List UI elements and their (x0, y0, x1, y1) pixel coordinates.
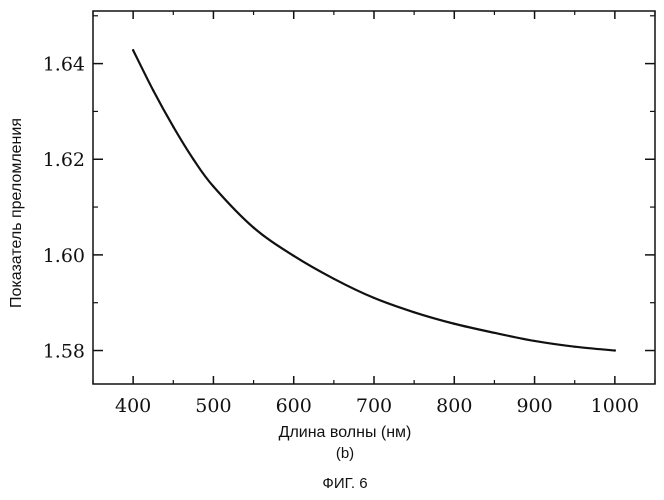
x-axis-title: Длина волны (нм) (279, 424, 412, 441)
x-tick-label: 400 (115, 395, 151, 417)
y-axis-ticks: 1.58 1.60 1.62 1.64 (43, 16, 655, 363)
data-point (252, 227, 254, 229)
data-point (293, 255, 295, 257)
y-tick-label: 1.62 (43, 149, 85, 171)
x-tick-label: 800 (436, 395, 472, 417)
y-axis-title: Показатель преломления (8, 118, 25, 308)
data-point (493, 332, 495, 334)
x-tick-label: 600 (276, 395, 312, 417)
y-tick-label: 1.60 (43, 245, 85, 267)
data-point (212, 185, 214, 187)
x-tick-label: 900 (516, 395, 552, 417)
x-tick-label: 1000 (591, 395, 639, 417)
data-point (574, 346, 576, 348)
data-point (192, 158, 194, 160)
x-axis-ticks: 400 500 600 700 800 900 1000 (93, 11, 655, 417)
data-point (152, 89, 154, 91)
y-tick-label: 1.64 (43, 54, 85, 76)
data-point (413, 311, 415, 313)
data-point (373, 297, 375, 299)
data-point (453, 323, 455, 325)
y-tick-label: 1.58 (43, 341, 85, 363)
data-point (533, 340, 535, 342)
data-point (614, 349, 616, 351)
x-tick-label: 500 (195, 395, 231, 417)
data-point (132, 49, 134, 51)
x-tick-label: 700 (356, 395, 392, 417)
data-points (132, 49, 616, 352)
series-line (133, 50, 615, 350)
data-point (172, 126, 174, 128)
data-point (333, 278, 335, 280)
plot-frame (93, 11, 655, 384)
figure-caption: ФИГ. 6 (322, 475, 367, 492)
subfigure-label: (b) (336, 445, 354, 462)
